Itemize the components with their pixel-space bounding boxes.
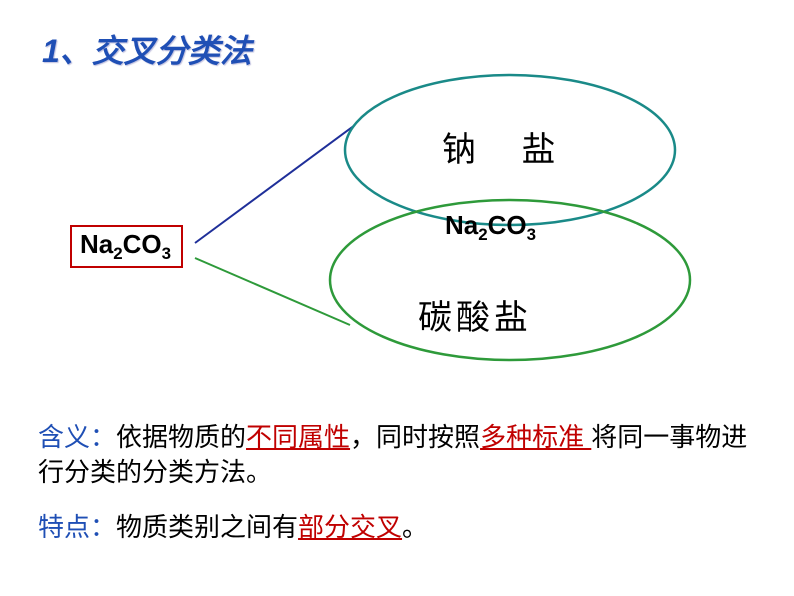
label-sodium-salt: 钠 盐	[442, 122, 573, 171]
formula-na2co3-overlap: Na2CO3	[445, 210, 536, 245]
def-red1: 不同属性	[246, 422, 350, 452]
def-mid: ，同时按照	[350, 422, 480, 452]
venn-diagram	[0, 0, 794, 596]
feature-text: 特点：物质类别之间有部分交叉。	[38, 510, 428, 545]
feat-pre: 物质类别之间有	[116, 512, 298, 542]
feature-label: 特点：	[38, 512, 116, 542]
feat-red: 部分交叉	[298, 512, 402, 542]
definition-text: 含义：依据物质的不同属性，同时按照多种标准 将同一事物进行分类的分类方法。	[38, 420, 756, 490]
connector-line-top	[195, 125, 355, 243]
label-carbonate: 碳酸盐	[418, 290, 532, 339]
def-pre: 依据物质的	[116, 422, 246, 452]
formula-na2co3-box: Na2CO3	[70, 225, 183, 268]
feat-post: 。	[402, 512, 428, 542]
definition-label: 含义：	[38, 422, 116, 452]
connector-line-bottom	[195, 258, 350, 325]
def-red2: 多种标准	[480, 422, 591, 452]
